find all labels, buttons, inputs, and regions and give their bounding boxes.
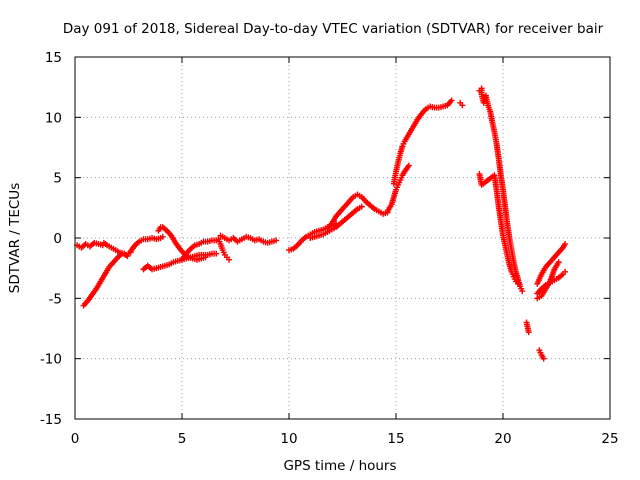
y-tick-label: 0 — [53, 231, 62, 247]
data-point — [555, 259, 562, 266]
data-point — [519, 288, 526, 295]
data-point — [562, 241, 569, 248]
y-tick-label: 10 — [45, 110, 62, 126]
x-tick-label: 10 — [280, 431, 297, 447]
data-point — [540, 355, 547, 362]
data-point — [562, 268, 569, 275]
x-tick-label: 5 — [178, 431, 187, 447]
data-point — [226, 256, 233, 263]
data-point — [159, 233, 166, 240]
x-tick-label: 15 — [387, 431, 404, 447]
data-point — [358, 203, 365, 210]
tick-labels: 0 5 10 15 20 25 -15 -10 -5 0 5 10 15 — [40, 50, 619, 447]
data-point — [202, 254, 209, 261]
data-point — [213, 250, 220, 257]
data-point — [448, 97, 455, 104]
x-tick-label: 25 — [601, 431, 618, 447]
plot-frame — [74, 56, 611, 420]
y-axis-label: SDTVAR / TECUs — [7, 183, 23, 293]
y-tick-label: 5 — [53, 171, 62, 187]
y-tick-label: 15 — [45, 50, 62, 66]
data-point — [405, 162, 412, 169]
x-tick-label: 20 — [494, 431, 511, 447]
x-axis-label: GPS time / hours — [283, 458, 396, 474]
data-points — [74, 85, 569, 362]
data-point — [273, 237, 280, 244]
y-tick-label: -15 — [40, 412, 62, 428]
x-tick-label: 0 — [71, 431, 80, 447]
y-tick-label: -10 — [40, 352, 62, 368]
data-point — [525, 329, 532, 336]
y-tick-label: -5 — [49, 291, 62, 307]
data-point — [514, 280, 521, 287]
chart-title: Day 091 of 2018, Sidereal Day-to-day VTE… — [63, 21, 604, 37]
data-point — [459, 102, 466, 109]
